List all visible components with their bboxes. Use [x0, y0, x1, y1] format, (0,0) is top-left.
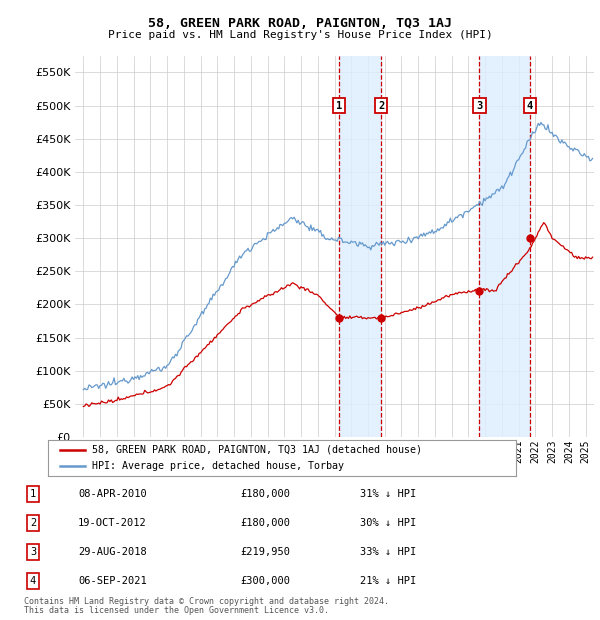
- Text: This data is licensed under the Open Government Licence v3.0.: This data is licensed under the Open Gov…: [24, 606, 329, 615]
- Text: 4: 4: [30, 576, 36, 586]
- Text: 31% ↓ HPI: 31% ↓ HPI: [360, 489, 416, 498]
- Text: 08-APR-2010: 08-APR-2010: [78, 489, 147, 498]
- Text: 3: 3: [476, 100, 482, 110]
- Text: 58, GREEN PARK ROAD, PAIGNTON, TQ3 1AJ (detached house): 58, GREEN PARK ROAD, PAIGNTON, TQ3 1AJ (…: [92, 445, 422, 455]
- Text: 30% ↓ HPI: 30% ↓ HPI: [360, 518, 416, 528]
- Text: 58, GREEN PARK ROAD, PAIGNTON, TQ3 1AJ: 58, GREEN PARK ROAD, PAIGNTON, TQ3 1AJ: [148, 17, 452, 30]
- Text: Contains HM Land Registry data © Crown copyright and database right 2024.: Contains HM Land Registry data © Crown c…: [24, 597, 389, 606]
- Text: Price paid vs. HM Land Registry's House Price Index (HPI): Price paid vs. HM Land Registry's House …: [107, 30, 493, 40]
- Text: HPI: Average price, detached house, Torbay: HPI: Average price, detached house, Torb…: [92, 461, 344, 471]
- Text: £180,000: £180,000: [240, 489, 290, 498]
- Text: 21% ↓ HPI: 21% ↓ HPI: [360, 576, 416, 586]
- Text: 29-AUG-2018: 29-AUG-2018: [78, 547, 147, 557]
- Text: 19-OCT-2012: 19-OCT-2012: [78, 518, 147, 528]
- Text: 33% ↓ HPI: 33% ↓ HPI: [360, 547, 416, 557]
- Text: 3: 3: [30, 547, 36, 557]
- Text: 1: 1: [30, 489, 36, 498]
- Text: £180,000: £180,000: [240, 518, 290, 528]
- Text: £219,950: £219,950: [240, 547, 290, 557]
- Text: 4: 4: [527, 100, 533, 110]
- Text: £300,000: £300,000: [240, 576, 290, 586]
- Bar: [339, 56, 382, 437]
- Bar: [479, 56, 530, 437]
- Text: 2: 2: [378, 100, 385, 110]
- Text: 2: 2: [30, 518, 36, 528]
- Text: 1: 1: [336, 100, 342, 110]
- Text: 06-SEP-2021: 06-SEP-2021: [78, 576, 147, 586]
